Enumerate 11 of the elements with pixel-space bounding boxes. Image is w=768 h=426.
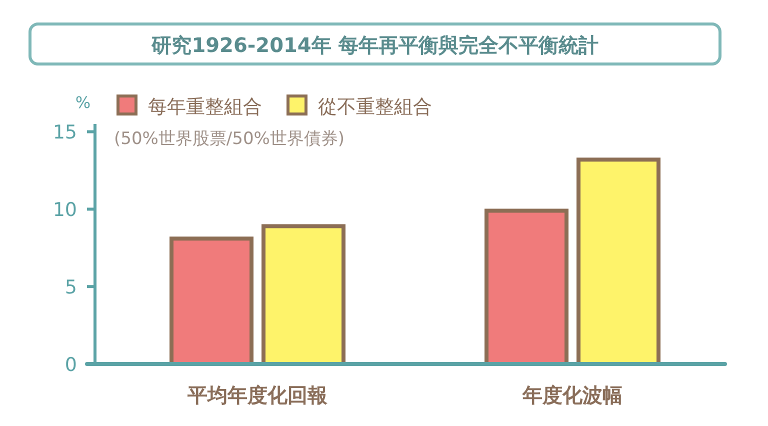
y-tick-label: 5 [64, 276, 77, 299]
y-axis-title: % [75, 93, 91, 112]
chart-title: 研究1926-2014年 每年再平衡與完全不平衡統計 [150, 33, 598, 57]
y-tick-label: 0 [64, 354, 77, 376]
legend-label: 從不重整組合 [318, 96, 432, 118]
chart-subtitle: (50%世界股票/50%世界債券) [114, 129, 345, 149]
x-tick-label: 年度化波幅 [522, 383, 622, 407]
y-tick-label: 15 [52, 122, 77, 144]
legend-label: 每年重整組合 [148, 96, 262, 118]
x-tick-label: 平均年度化回報 [186, 383, 328, 407]
y-tick-label: 10 [52, 199, 77, 222]
